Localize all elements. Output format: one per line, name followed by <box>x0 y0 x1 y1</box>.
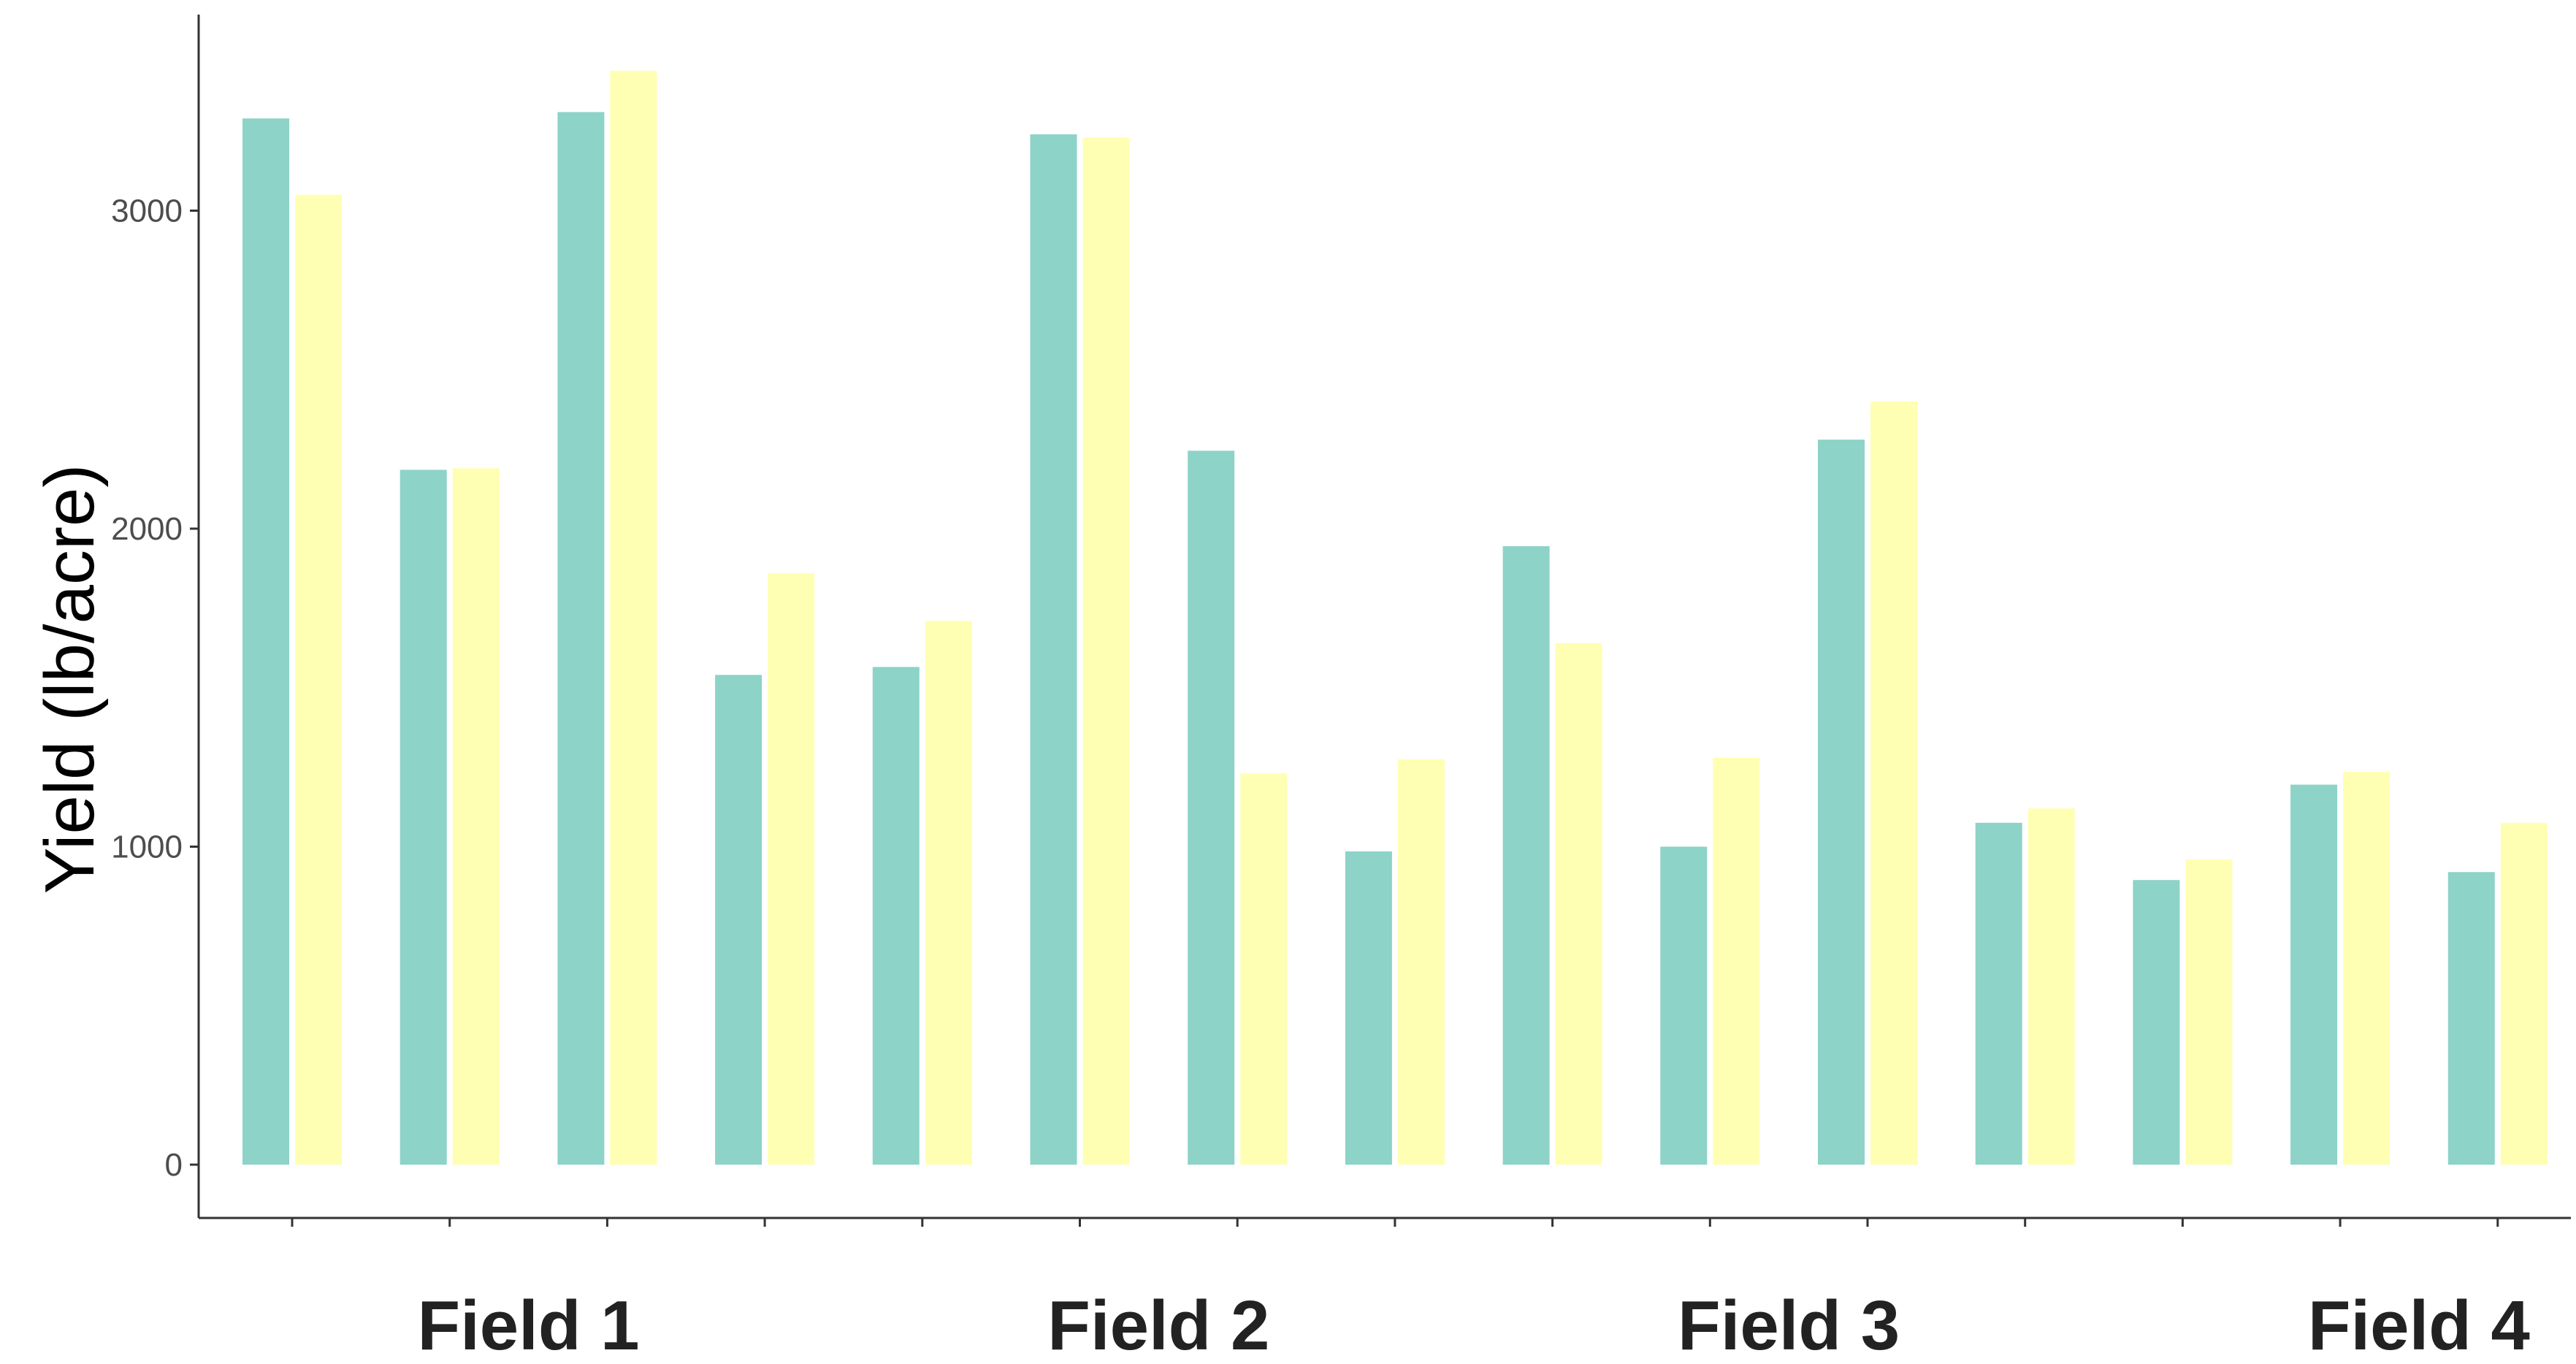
bar-s1-12 <box>1975 822 2022 1165</box>
bar-s2-14 <box>2343 772 2390 1165</box>
bar-s2-4 <box>768 573 815 1165</box>
bar-s2-9 <box>1555 643 1602 1165</box>
field-group-label: Field 2 <box>1047 1287 1269 1364</box>
bar-s1-15 <box>2447 872 2495 1165</box>
y-axis-label: Yield (lb/acre) <box>31 464 109 894</box>
bar-s2-3 <box>610 70 657 1165</box>
bar-s2-11 <box>1870 401 1917 1165</box>
bar-s1-14 <box>2290 784 2338 1165</box>
bar-s1-7 <box>1188 451 1235 1165</box>
bar-s1-10 <box>1660 846 1708 1165</box>
y-tick-label: 1000 <box>111 829 183 865</box>
bar-s2-15 <box>2500 822 2548 1165</box>
axes-layer: 0 1000 2000 3000 <box>111 15 2571 1227</box>
bar-s2-13 <box>2185 859 2233 1165</box>
bar-s2-12 <box>2027 808 2075 1165</box>
bar-s1-8 <box>1345 851 1392 1165</box>
bar-s1-11 <box>1818 440 1865 1165</box>
bar-s2-10 <box>1713 757 1760 1165</box>
bar-s1-2 <box>400 470 447 1165</box>
bar-s2-5 <box>925 621 972 1165</box>
field-labels: Field 1 Field 2 Field 3 Field 4 <box>417 1287 2529 1364</box>
bar-s1-3 <box>557 112 605 1165</box>
y-tick-label: 3000 <box>111 194 183 229</box>
bar-s2-6 <box>1082 137 1130 1165</box>
bar-s1-1 <box>242 118 289 1165</box>
bar-s2-2 <box>452 468 500 1165</box>
bar-s1-13 <box>2133 880 2180 1165</box>
y-tick-label: 0 <box>165 1147 183 1183</box>
field-group-label: Field 1 <box>417 1287 639 1364</box>
bar-s2-7 <box>1240 773 1288 1165</box>
bar-s1-5 <box>872 667 920 1165</box>
bar-s1-9 <box>1502 546 1550 1165</box>
bar-s2-8 <box>1397 759 1445 1165</box>
bar-s1-4 <box>715 675 763 1165</box>
bar-s1-6 <box>1030 134 1077 1165</box>
field-group-label: Field 4 <box>2308 1287 2530 1364</box>
field-group-label: Field 3 <box>1678 1287 1900 1364</box>
bar-s2-1 <box>295 194 342 1165</box>
bars-layer <box>242 70 2548 1165</box>
y-tick-label: 2000 <box>111 511 183 547</box>
